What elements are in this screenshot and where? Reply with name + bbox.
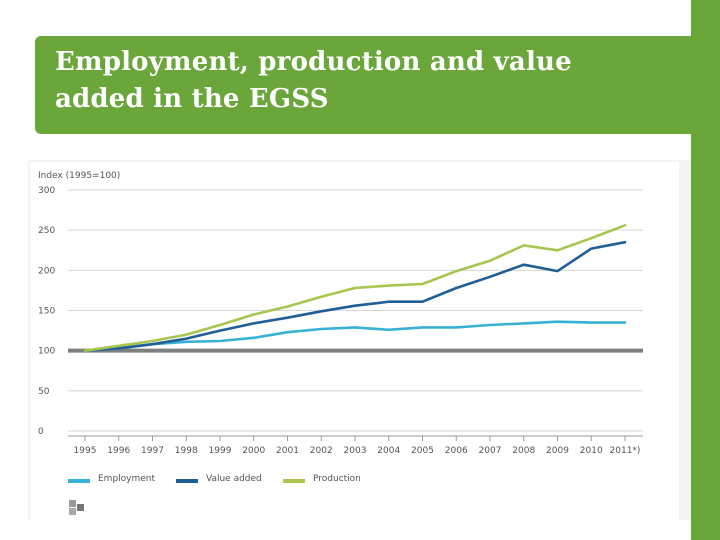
chart-panel — [30, 162, 679, 520]
x-tick-1998: 1998 — [175, 446, 198, 456]
series-lines — [83, 224, 627, 353]
y-axis-label: Index (1995=100) — [38, 171, 120, 181]
x-tick-2006: 2006 — [445, 446, 468, 456]
slide-title-line-1: Employment, production and value — [55, 47, 572, 77]
slide-title-line-2: added in the EGSS — [55, 84, 329, 114]
x-tick-labels: 1995 1996 1997 1998 1999 2000 2001 2002 2003 2004… — [68, 435, 643, 456]
y-tick-labels: 0 50 100 150 200 250 300 — [38, 186, 55, 437]
x-tick-1999: 1999 — [209, 446, 232, 456]
y-tick-200: 200 — [38, 266, 55, 276]
x-tick-1997: 1997 — [141, 446, 164, 456]
x-tick-2003: 2003 — [344, 446, 367, 456]
x-tick-2010: 2010 — [580, 446, 603, 456]
legend-label-employment: Employment — [98, 474, 156, 484]
x-tick-2008: 2008 — [512, 446, 535, 456]
x-tick-2000: 2000 — [242, 446, 265, 456]
x-tick-2002: 2002 — [310, 446, 333, 456]
publisher-logo — [69, 500, 84, 515]
x-tick-2007: 2007 — [479, 446, 502, 456]
x-tick-2011*): 2011*) — [610, 446, 641, 456]
y-tick-0: 0 — [38, 427, 44, 437]
x-tick-2004: 2004 — [377, 446, 400, 456]
y-tick-250: 250 — [38, 226, 55, 236]
logo-block-2 — [77, 504, 84, 511]
right-accent-stripe — [691, 0, 720, 540]
logo-block-1 — [69, 500, 76, 507]
gridlines — [68, 189, 643, 432]
logo-block-3 — [69, 508, 76, 515]
slide-title: Employment, production and value added i… — [55, 44, 691, 118]
legend-label-production: Production — [313, 474, 361, 484]
x-tick-2009: 2009 — [546, 446, 569, 456]
series-line-value-added — [83, 240, 627, 353]
legend: Employment Value added Production — [68, 474, 361, 484]
series-line-production — [83, 224, 627, 353]
y-tick-50: 50 — [38, 387, 50, 397]
y-tick-150: 150 — [38, 307, 55, 317]
y-tick-300: 300 — [38, 186, 55, 196]
title-banner: Employment, production and value added i… — [35, 36, 691, 134]
series-line-employment — [83, 320, 627, 353]
x-tick-2001: 2001 — [276, 446, 299, 456]
x-tick-2005: 2005 — [411, 446, 434, 456]
y-tick-100: 100 — [38, 347, 55, 357]
x-tick-1996: 1996 — [107, 446, 130, 456]
legend-label-value-added: Value added — [206, 474, 262, 484]
x-tick-1995: 1995 — [74, 446, 97, 456]
